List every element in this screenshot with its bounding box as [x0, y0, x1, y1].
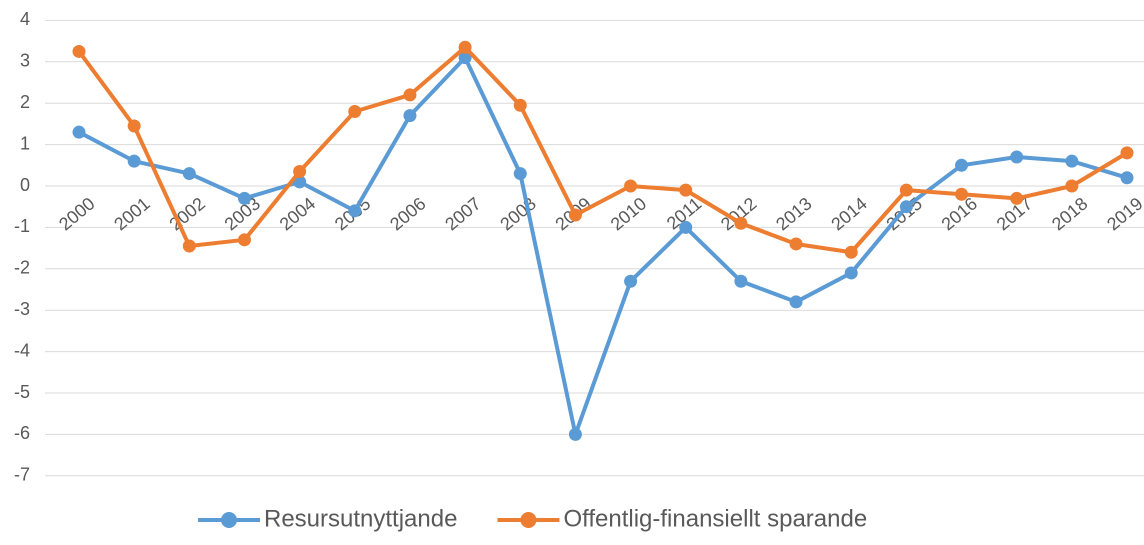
point — [568, 427, 582, 441]
y-tick-label: -4 — [14, 340, 30, 360]
point — [789, 295, 803, 309]
point — [403, 109, 417, 123]
x-tick-label: 2004 — [276, 193, 320, 234]
point — [679, 183, 693, 197]
point — [734, 274, 748, 288]
point — [458, 40, 472, 54]
y-tick-label: 3 — [20, 51, 30, 71]
point — [293, 165, 307, 179]
x-tick-label: 2007 — [441, 193, 485, 234]
point — [844, 245, 858, 259]
x-tick-label: 2018 — [1048, 193, 1092, 234]
point — [734, 216, 748, 230]
point — [1065, 154, 1079, 168]
y-tick-label: 4 — [20, 9, 30, 29]
x-tick-label: 2010 — [607, 193, 651, 234]
point — [955, 158, 969, 172]
y-tick-label: -3 — [14, 299, 30, 319]
point — [513, 167, 527, 181]
point — [955, 187, 969, 201]
point — [844, 266, 858, 280]
point — [348, 204, 362, 218]
series-line — [77, 45, 1129, 255]
legend-label: Offentlig-finansiellt sparande — [563, 505, 867, 532]
x-tick-label: 2001 — [110, 193, 154, 234]
point — [348, 104, 362, 118]
legend: Resursutnyttjande Offentlig-finansiellt s… — [198, 505, 867, 532]
point — [182, 239, 196, 253]
y-tick-label: -7 — [14, 465, 30, 485]
y-tick-label: -5 — [14, 382, 30, 402]
x-tick-label: 2000 — [55, 193, 99, 234]
series-line — [78, 55, 1128, 437]
x-tick-label: 2002 — [165, 193, 209, 234]
point — [513, 98, 527, 112]
point — [127, 119, 141, 133]
x-tick-label: 2014 — [827, 193, 871, 234]
point — [237, 233, 251, 247]
y-tick-label: 2 — [20, 92, 30, 112]
point — [1065, 179, 1079, 193]
y-tick-label: -1 — [14, 216, 30, 236]
point — [624, 179, 638, 193]
point — [237, 191, 251, 205]
point — [1120, 146, 1134, 160]
point — [568, 208, 582, 222]
y-tick-label: -2 — [14, 258, 30, 278]
x-tick-label: 2013 — [772, 193, 816, 234]
y-tick-label: 1 — [20, 133, 30, 153]
point — [72, 125, 86, 139]
y-tick-label: -6 — [14, 423, 30, 443]
point — [679, 220, 693, 234]
point — [458, 51, 472, 65]
point — [899, 200, 913, 214]
y-tick-label: 0 — [20, 175, 30, 195]
point — [1120, 171, 1134, 185]
x-tick-label: 2019 — [1103, 193, 1144, 234]
legend-label: Resursutnyttjande — [264, 505, 457, 532]
point — [182, 167, 196, 181]
point — [1010, 150, 1024, 164]
legend-marker — [221, 512, 237, 528]
point — [127, 154, 141, 168]
point — [624, 274, 638, 288]
point — [899, 183, 913, 197]
x-tick-label: 2006 — [386, 193, 430, 234]
point — [72, 44, 86, 58]
point — [403, 88, 417, 102]
point — [1010, 191, 1024, 205]
point — [789, 237, 803, 251]
legend-marker — [520, 512, 537, 528]
